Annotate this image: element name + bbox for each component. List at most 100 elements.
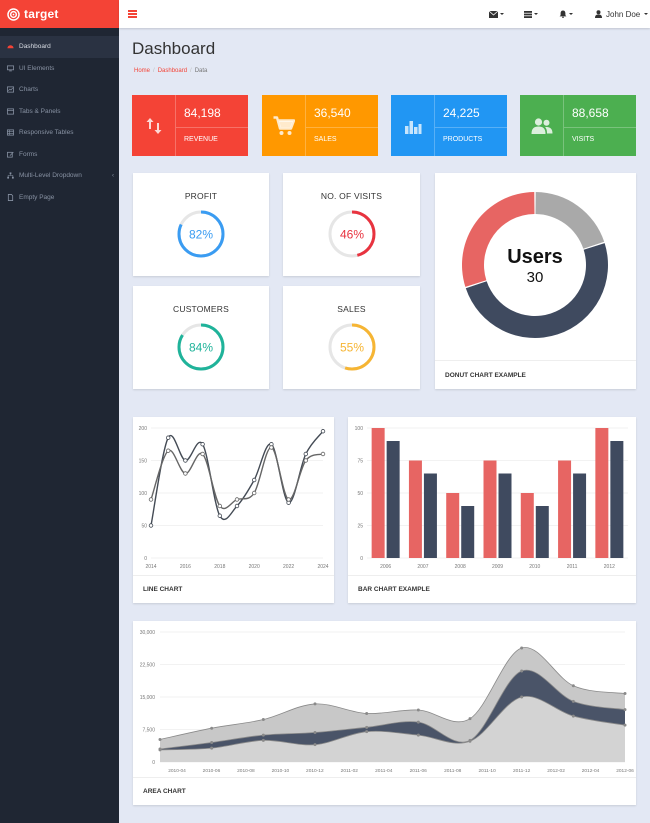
cart-icon (273, 115, 295, 135)
stat-value: 88,658 (572, 106, 609, 120)
x-tick-label: 2011-06 (410, 768, 428, 774)
sidebar-item-charts[interactable]: Charts (0, 79, 119, 101)
sort-arrows-icon (146, 117, 161, 134)
x-tick-label: 2012-02 (547, 768, 565, 774)
breadcrumb-dashboard[interactable]: Dashboard (157, 68, 188, 74)
alerts-dropdown[interactable] (559, 8, 573, 20)
bar (386, 441, 400, 558)
menu-toggle-icon[interactable] (128, 10, 137, 18)
line-point (251, 490, 257, 496)
area-chart-title: AREA CHART (133, 777, 636, 805)
tasks-dropdown[interactable] (524, 8, 538, 20)
gauge-arc (177, 323, 225, 371)
gauge-card-sales: SALES 55% (283, 286, 420, 389)
gauge-card-customers: CUSTOMERS 84% (133, 286, 269, 389)
area-point (468, 739, 472, 743)
y-tick-label: 100 (139, 491, 148, 497)
y-tick-label: 200 (139, 426, 148, 432)
gauge-card-visits: NO. OF VISITS 46% (283, 173, 420, 276)
gauge-title: PROFIT (184, 191, 218, 201)
stat-card-sales: 36,540 SALES (262, 95, 378, 156)
stat-label: REVENUE (184, 136, 218, 143)
brand-logo[interactable]: target (0, 0, 119, 28)
bar (498, 473, 512, 558)
x-tick-label: 2011-08 (444, 768, 462, 774)
area-point (416, 733, 420, 737)
y-tick-label: 25 (357, 524, 363, 530)
stat-value: 24,225 (443, 106, 480, 120)
area-point (261, 718, 265, 722)
x-tick-label: 2011-04 (375, 768, 393, 774)
y-tick-label: 30,000 (140, 630, 156, 636)
gauge-title: SALES (337, 304, 366, 314)
x-tick-label: 2008 (455, 564, 466, 570)
x-tick-label: 2012-06 (616, 768, 634, 774)
gauge-value: 55% (339, 341, 363, 355)
gauge-card-profit: PROFIT 82% (133, 173, 269, 276)
gauge-title: NO. OF VISITS (320, 191, 383, 201)
user-icon (595, 10, 602, 18)
line-point (148, 523, 154, 528)
area-series-line (159, 696, 626, 751)
sidebar-item-label: Charts (19, 86, 39, 94)
area-point (520, 669, 524, 673)
line-point (217, 503, 222, 509)
y-tick-label: 0 (144, 556, 147, 562)
bar-chart-title: BAR CHART EXAMPLE (348, 575, 636, 603)
chart-icon (7, 86, 14, 93)
brand-name: target (24, 7, 59, 21)
x-tick-label: 2022 (283, 564, 294, 570)
sitemap-icon (7, 172, 14, 179)
x-tick-label: 2010 (529, 564, 540, 570)
x-tick-label: 2024 (317, 564, 328, 570)
gauge-arc (328, 323, 375, 371)
bar (423, 473, 437, 558)
area-point (210, 741, 214, 744)
y-tick-label: 0 (152, 760, 155, 766)
gauge-ring: 82% (177, 210, 225, 258)
bar (483, 460, 497, 558)
bar (461, 506, 475, 558)
sidebar-item-tabs-panels[interactable]: Tabs & Panels (0, 101, 119, 123)
breadcrumb-home[interactable]: Home (134, 68, 151, 74)
area-point (416, 720, 420, 724)
line-point (183, 471, 188, 476)
area-point (623, 723, 627, 727)
x-tick-label: 2007 (417, 564, 428, 570)
user-dropdown[interactable]: John Doe (595, 8, 649, 20)
area-point (261, 733, 265, 737)
area-chart: 0 7,500 15,000 22,500 30,000 2010-04 2010-06 20… (140, 630, 634, 774)
sidebar-item-label: Multi-Level Dropdown (19, 172, 82, 180)
area-point (571, 699, 575, 703)
area-point (261, 738, 265, 742)
sidebar-item-ui-elements[interactable]: UI Elements (0, 58, 119, 80)
area-point (623, 692, 627, 696)
y-tick-label: 7,500 (142, 728, 155, 734)
area-point (623, 708, 627, 712)
line-chart: 0 50 100 150 200 2014 2016 2018 2020 2022 2024 (139, 426, 329, 570)
user-name: John Doe (606, 9, 641, 19)
stat-label: VISITS (572, 136, 595, 143)
bar (595, 428, 609, 558)
sidebar-item-forms[interactable]: Forms (0, 144, 119, 166)
x-tick-label: 2011-12 (513, 768, 531, 774)
sidebar-item-empty-page[interactable]: Empty Page (0, 187, 119, 209)
envelope-icon (489, 10, 498, 18)
area-point (210, 746, 214, 750)
stat-card-visits: 88,658 VISITS (520, 95, 636, 156)
line-point (269, 445, 274, 450)
messages-dropdown[interactable] (489, 8, 504, 20)
sidebar-item-responsive-tables[interactable]: Responsive Tables (0, 122, 119, 144)
sidebar-item-label: Dashboard (19, 43, 51, 51)
line-point (303, 458, 308, 463)
sidebar-item-dashboard[interactable]: Dashboard (0, 36, 119, 58)
donut-center-title: Users (507, 246, 563, 268)
area-point (365, 725, 369, 729)
line-point (320, 451, 326, 457)
line-point (200, 442, 205, 447)
gauge-value: 84% (189, 341, 213, 355)
sidebar-item-multi-level-dropdown[interactable]: Multi-Level Dropdown ‹ (0, 165, 119, 187)
area-point (313, 731, 317, 735)
bar (408, 460, 422, 558)
gauge-arc (177, 210, 225, 258)
